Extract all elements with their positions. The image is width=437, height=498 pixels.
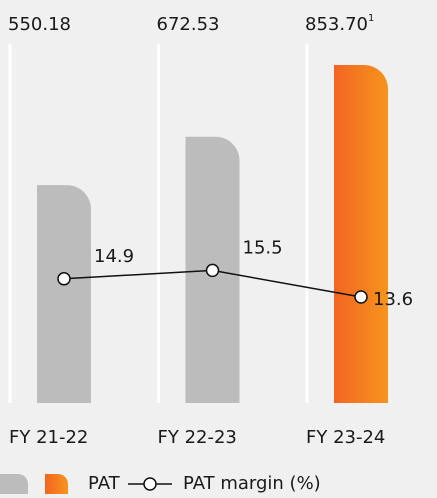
- x-tick-label: FY 23-24: [306, 427, 385, 448]
- bar: [37, 185, 91, 403]
- bar: [334, 65, 388, 403]
- footnote-mark: 1: [368, 13, 374, 24]
- x-tick-label: FY 22-23: [158, 427, 237, 448]
- x-tick-label: FY 21-22: [9, 427, 88, 448]
- line-value-label: 15.5: [243, 237, 283, 258]
- legend-label: PAT: [88, 473, 121, 494]
- line-value-label: 13.6: [373, 289, 413, 310]
- value-label: 550.18: [8, 14, 71, 35]
- legend-label: PAT margin (%): [183, 473, 321, 494]
- value-label: 853.701: [305, 13, 374, 35]
- line-marker: [57, 272, 71, 286]
- legend-marker: [143, 477, 157, 491]
- line-value-label: 14.9: [94, 246, 134, 267]
- legend-swatch: [0, 474, 28, 494]
- line-marker: [205, 263, 220, 278]
- legend-swatch: [45, 474, 68, 494]
- value-label: 672.53: [157, 14, 220, 35]
- line-marker: [354, 290, 368, 304]
